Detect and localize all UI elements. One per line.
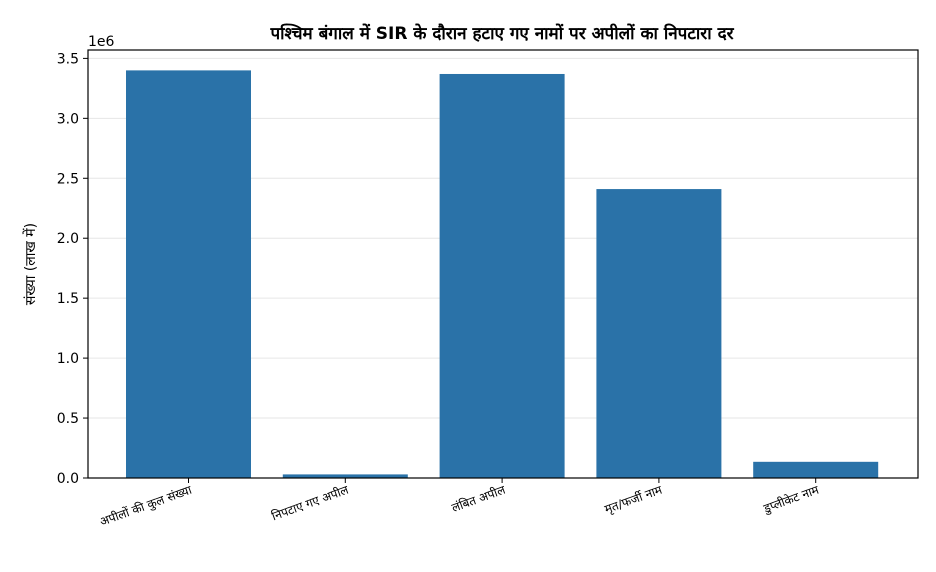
bars xyxy=(126,70,879,479)
bar xyxy=(126,70,251,478)
y-tick-label: 1.0 xyxy=(57,351,79,367)
y-tick-label: 3.0 xyxy=(57,111,79,127)
y-tick-label: 0.5 xyxy=(57,411,79,427)
bar xyxy=(439,73,565,478)
bar xyxy=(282,474,408,478)
plot-frame xyxy=(87,49,919,479)
chart-title: पश्चिम बंगाल में SIR के दौरान हटाए गए ना… xyxy=(269,23,734,44)
bar xyxy=(596,189,722,479)
y-tick-label: 0.0 xyxy=(57,471,79,487)
y-axis-ticks: 0.0 0.5 1.0 1.5 2.0 2.5 3.0 3.5 xyxy=(57,51,88,487)
y-axis-label: संख्या (लाख में) xyxy=(22,223,39,305)
y-offset-label: 1e6 xyxy=(88,34,115,50)
bar xyxy=(753,461,879,478)
y-tick-label: 2.5 xyxy=(57,171,79,187)
y-tick-label: 3.5 xyxy=(57,51,79,67)
y-tick-label: 2.0 xyxy=(57,231,79,247)
y-tick-label: 1.5 xyxy=(57,291,79,307)
